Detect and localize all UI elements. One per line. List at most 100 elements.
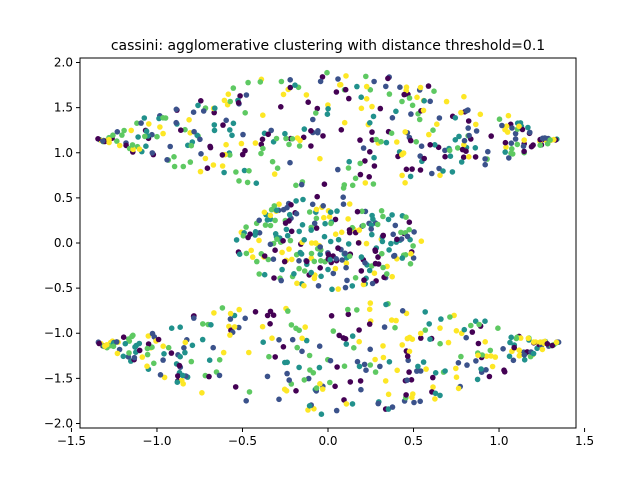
data-point (378, 208, 385, 214)
data-point (354, 208, 361, 215)
data-point (341, 363, 348, 370)
data-point (297, 249, 304, 256)
data-point (160, 357, 166, 363)
data-point (235, 100, 242, 106)
data-point (191, 315, 197, 321)
y-tick-label: 1.0 (54, 146, 73, 160)
data-point (261, 253, 268, 259)
data-point (267, 308, 274, 315)
data-point (317, 155, 323, 162)
data-point (414, 94, 420, 101)
data-point (425, 83, 432, 89)
data-point (354, 358, 361, 365)
data-point (317, 251, 324, 258)
data-point (225, 91, 232, 97)
data-point (513, 335, 520, 342)
data-point (318, 273, 324, 280)
data-point (369, 212, 375, 219)
data-point (168, 325, 175, 332)
data-point (530, 142, 536, 148)
data-point (430, 384, 436, 390)
data-point (392, 324, 398, 331)
data-point (131, 354, 138, 361)
x-tick-label: −1.5 (57, 434, 86, 448)
data-point (369, 103, 375, 110)
data-point (437, 172, 443, 179)
data-point (406, 95, 413, 101)
data-point (381, 324, 388, 330)
data-point (438, 316, 444, 322)
data-point (286, 377, 293, 383)
data-point (453, 328, 460, 334)
data-point (129, 142, 136, 148)
data-point (342, 250, 348, 257)
data-point (429, 170, 435, 177)
data-point (95, 136, 101, 142)
data-point (506, 155, 512, 161)
x-tick-label: −1.0 (142, 434, 171, 448)
data-point (315, 128, 321, 134)
data-point (361, 277, 367, 283)
data-point (313, 225, 320, 231)
data-point (142, 133, 148, 140)
data-point (346, 95, 352, 102)
data-point (360, 222, 367, 229)
data-point (384, 271, 390, 277)
data-point (257, 79, 264, 85)
data-point (182, 126, 188, 133)
data-point (300, 196, 306, 203)
data-point (408, 111, 414, 117)
data-point (343, 401, 350, 407)
data-point (262, 222, 269, 228)
data-point (332, 383, 338, 390)
data-point (308, 240, 315, 246)
data-point (371, 270, 378, 277)
data-point (198, 151, 204, 157)
data-point (373, 136, 380, 143)
data-point (442, 153, 448, 160)
data-point (369, 280, 376, 287)
data-point (244, 179, 251, 186)
data-point (496, 116, 503, 122)
data-point (211, 122, 218, 128)
data-point (363, 83, 370, 90)
data-point (305, 375, 312, 382)
data-point (337, 81, 344, 88)
data-point (287, 84, 294, 91)
data-point (335, 245, 341, 251)
data-point (221, 169, 227, 176)
data-point (299, 222, 306, 228)
data-point (367, 346, 374, 353)
data-point (267, 212, 274, 219)
data-point (287, 77, 294, 83)
data-point (502, 149, 509, 155)
data-point (508, 334, 514, 341)
data-point (374, 221, 381, 228)
data-point (521, 137, 527, 143)
data-point (198, 98, 204, 104)
data-point (327, 379, 333, 386)
data-point (321, 233, 328, 240)
data-point (464, 362, 470, 368)
data-point (343, 264, 349, 271)
data-point (366, 321, 373, 327)
data-point (278, 277, 285, 284)
data-point (269, 158, 276, 165)
data-point (232, 384, 239, 390)
data-point (288, 322, 295, 328)
data-point (252, 140, 259, 146)
data-point (130, 146, 136, 153)
data-point (358, 254, 365, 260)
data-point (402, 129, 409, 135)
data-point (328, 313, 335, 319)
data-point (303, 337, 310, 344)
data-point (281, 386, 288, 393)
data-point (385, 75, 391, 82)
data-point (408, 377, 415, 383)
data-point (287, 237, 294, 244)
data-point (398, 236, 405, 242)
data-point (369, 231, 375, 238)
data-point (320, 203, 327, 209)
data-point (357, 171, 364, 178)
data-point (380, 343, 386, 349)
